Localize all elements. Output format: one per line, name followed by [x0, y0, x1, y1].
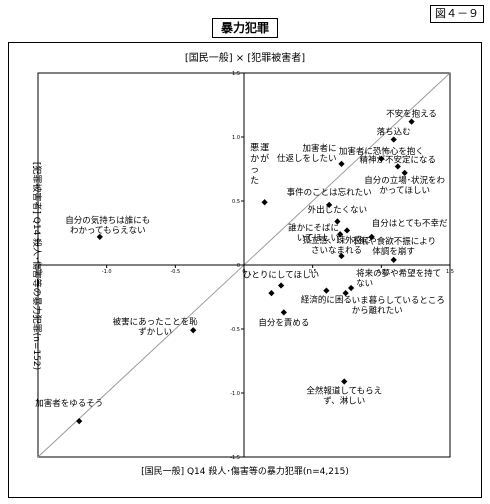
point-label: さいなまれる [311, 246, 362, 256]
data-point [96, 233, 103, 240]
chart-frame [8, 42, 482, 498]
point-label: 加害者をゆるそう [35, 398, 103, 409]
x-tick-label: -1.0 [102, 269, 112, 275]
figure-label: 図４－９ [430, 5, 484, 23]
point-label: 全然報道してもらえ [306, 385, 382, 396]
data-point [341, 378, 348, 385]
x-tick-label: -0.5 [170, 269, 180, 275]
point-label: ず、淋しい [323, 395, 365, 406]
point-label: ずかしい [138, 326, 172, 337]
y-tick-label: 0.5 [232, 199, 240, 205]
y-axis-label: [犯罪被害者] Q14 殺人･傷害等の暴力犯罪(n=152) [31, 162, 43, 370]
y-tick-label: -1.5 [230, 455, 240, 461]
point-label: いま暮らしているところ [352, 295, 445, 306]
point-label: か [250, 153, 259, 164]
data-point [348, 284, 355, 292]
point-label: 加害者に恐怖心を抱く [339, 146, 424, 157]
chart-title-box: 暴力犯罪 [212, 18, 278, 38]
x-tick-label: 0.5 [309, 269, 317, 275]
x-tick-label: 1.0 [377, 269, 385, 275]
point-label: 不眠や食欲不振により [351, 236, 436, 247]
point-label: た [250, 175, 259, 186]
data-point [343, 227, 351, 234]
data-point [190, 327, 197, 334]
data-point [338, 160, 345, 167]
point-label: 自分はとても不幸だ [372, 218, 448, 229]
plot-title: [国民一般] × [犯罪被害者] [185, 51, 305, 64]
point-label: 体調を崩す [372, 246, 415, 257]
point-label: 外出したくない [308, 204, 368, 215]
x-tick-label: 0 [242, 269, 245, 275]
x-tick-label: -1.5 [33, 269, 43, 275]
point-label: 誰かにそばに [288, 222, 339, 233]
data-point [338, 252, 345, 260]
data-point [277, 282, 285, 289]
point-label: いてほしい [297, 233, 339, 243]
point-label: 孤立感、疎外感に [302, 235, 370, 246]
y-tick-label: 0 [237, 263, 240, 269]
data-point [390, 256, 397, 263]
point-label: 自分を責める [258, 317, 309, 328]
point-label: っ [250, 165, 259, 175]
data-point [323, 287, 330, 294]
x-axis-label: [国民一般] Q14 殺人･傷害等の暴力犯罪(n=4,215) [141, 465, 349, 477]
point-label: が [260, 152, 269, 164]
y-tick-label: -1.0 [230, 391, 240, 397]
y-tick-label: 1.5 [232, 71, 240, 77]
point-label: 自分の立場･状況をわ [364, 175, 445, 186]
point-label: かってほしい [379, 186, 430, 196]
point-label: 経済的に困る [301, 295, 352, 306]
data-point [342, 290, 349, 297]
point-label: 将来の夢や希望を持て [356, 268, 441, 279]
data-point [76, 418, 83, 425]
data-point [280, 309, 287, 316]
point-label: 精神が不安定になる [360, 154, 437, 165]
point-label: 仕返しをしたい [277, 153, 337, 164]
data-point [268, 290, 275, 297]
point-label: 被害にあったことを恥 [113, 316, 199, 327]
y-tick-label: 1.0 [232, 135, 240, 141]
plot-area: -1.5 -1.0 -0.5 0 0.5 1.0 1.5 1.5 1.0 0.5 0 -0.5 -1.0… [33, 71, 454, 461]
point-label: ひとりにしてほしい [243, 270, 319, 280]
point-label: 事件のことは忘れたい [287, 187, 372, 198]
point-label: から離れたい [352, 305, 403, 316]
point-label: 運 [260, 142, 269, 153]
point-label: 悪 [250, 142, 259, 153]
point-label: ない [356, 279, 373, 289]
point-label: 不安を抱える [386, 109, 437, 120]
data-point [261, 199, 268, 206]
point-label: 自分の気持ちは誰にも [65, 215, 150, 226]
point-label: 落ち込む [377, 127, 411, 138]
point-label: 加害者に [302, 143, 336, 154]
y-tick-label: -0.5 [230, 327, 240, 333]
x-tick-label: 1.5 [446, 269, 454, 275]
point-label: わかってもらえない [70, 226, 146, 236]
